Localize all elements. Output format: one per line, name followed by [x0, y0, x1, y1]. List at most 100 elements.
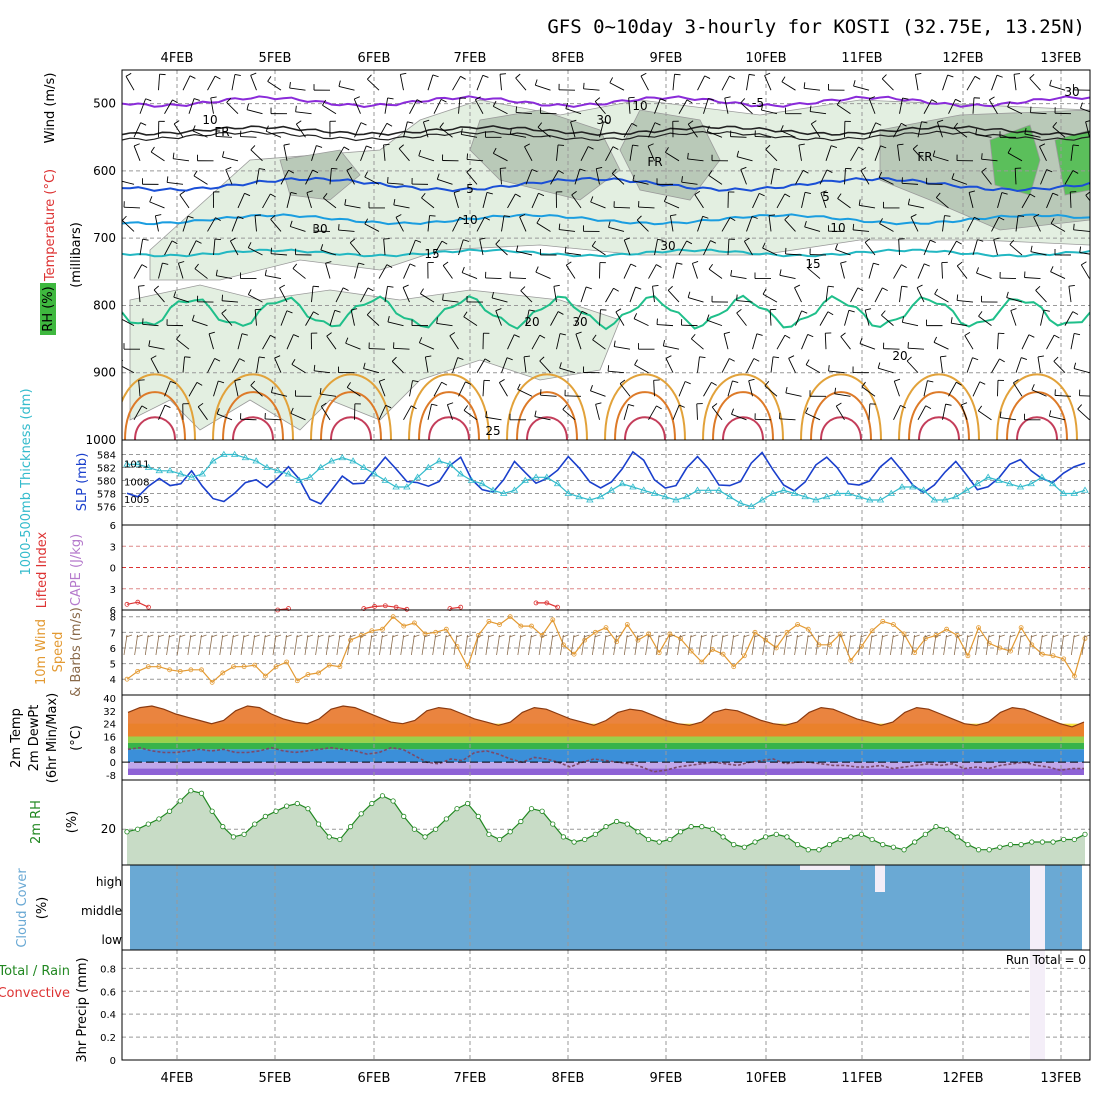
wind-barb-feather — [1013, 379, 1019, 384]
wind-barb-feather — [879, 218, 883, 224]
wind-barb-feather — [216, 408, 220, 415]
wind10-point — [380, 626, 385, 632]
wind10-barb — [453, 634, 458, 656]
wind-barb-feather — [706, 314, 710, 321]
wind-barb-feather — [595, 402, 602, 405]
wind10-barb-feather — [445, 634, 452, 638]
wind10-barb — [198, 634, 202, 656]
wind-barb-feather — [412, 380, 419, 383]
wind-barb — [550, 311, 559, 326]
contour-label: 15 — [424, 247, 439, 261]
date-label-bottom: 13FEB — [1040, 1071, 1081, 1086]
wind-barb — [893, 264, 902, 279]
wind10-point — [411, 620, 417, 626]
wind-barb — [167, 181, 184, 185]
wind10-point — [656, 650, 662, 656]
wind-barb — [320, 393, 337, 397]
wind-barb — [536, 222, 551, 232]
wind10-barb-feather — [125, 634, 133, 638]
date-label-bottom: 5FEB — [259, 1071, 292, 1086]
thickness-point — [704, 486, 712, 493]
contour-arch — [820, 416, 862, 440]
wind-barb — [795, 170, 804, 185]
wind-barb-feather — [826, 169, 833, 173]
wind10-point — [262, 673, 268, 679]
thickness-point — [596, 492, 605, 500]
wind-barb-feather — [656, 405, 662, 410]
wind-barb — [591, 245, 606, 256]
wind-barb-feather — [442, 261, 449, 266]
wind-barb — [1033, 216, 1041, 232]
wind-barb — [697, 216, 704, 232]
wind-barb-feather — [289, 220, 293, 227]
wind-barb — [133, 405, 143, 421]
panel-frames — [121, 69, 1091, 1061]
wind-barb-feather — [326, 332, 332, 337]
rh2m-point — [433, 826, 439, 832]
wind10-barb — [996, 634, 1001, 656]
wind-barb-feather — [1043, 309, 1050, 312]
wind10-barb — [804, 634, 809, 656]
wind10-barb — [176, 634, 181, 656]
wind10-barb-feather — [285, 634, 292, 638]
wind-barb-feather — [342, 287, 349, 291]
wind-barb — [844, 168, 846, 185]
wind-barb — [553, 286, 557, 303]
rh2m-point — [890, 844, 897, 850]
rh2m-point — [550, 821, 556, 827]
wind-barb — [672, 404, 680, 420]
wind-barb — [442, 299, 459, 303]
wind-barb-feather — [279, 284, 286, 289]
wind-barb — [1073, 229, 1090, 232]
wind-barb — [122, 180, 135, 185]
date-label-top: 5FEB — [259, 51, 292, 66]
wind-barb-feather — [765, 144, 771, 150]
rh2m-point — [379, 793, 386, 799]
wind-barb-feather — [538, 192, 545, 197]
wind-barb — [923, 380, 928, 397]
wind-barb — [594, 101, 606, 115]
date-label-top: 10FEB — [745, 51, 786, 66]
wind-barb-feather — [415, 239, 422, 243]
wind-barb — [523, 356, 527, 373]
wind-barb — [148, 345, 165, 350]
wind-barb — [535, 271, 551, 279]
wind-barb-feather — [1029, 193, 1036, 198]
y-tick-label-slp: 1011 — [124, 460, 149, 471]
wind-barb — [721, 217, 731, 232]
wind10-point — [603, 625, 609, 631]
wind-barb — [422, 121, 429, 138]
wind-barb — [647, 145, 655, 161]
thickness-point — [876, 496, 885, 503]
rh2m-point — [1018, 841, 1024, 848]
wind-barb — [611, 173, 625, 185]
wind-barb-feather — [662, 339, 666, 347]
wind-barb-feather — [463, 239, 470, 242]
wind10-point — [220, 670, 226, 676]
wind-barb-feather — [557, 144, 565, 146]
rh2m-point — [1061, 836, 1067, 843]
rh2m-point — [262, 813, 268, 819]
wind-barb — [188, 240, 197, 256]
wind-barb-feather — [193, 98, 200, 101]
wind-barb — [731, 413, 747, 421]
wind-barb — [785, 392, 802, 397]
wind-barb — [805, 412, 821, 421]
wind10-barb-feather — [391, 634, 399, 638]
wind-barb-feather — [1072, 144, 1079, 147]
wind-barb-feather — [184, 356, 191, 358]
wind10-barb-feather — [498, 634, 505, 638]
upper-mb-label: (millibars) — [69, 222, 84, 288]
wind-barb — [678, 381, 686, 397]
wind-barb — [250, 75, 257, 91]
wind10-barb — [272, 634, 277, 656]
wind-barb-feather — [780, 125, 784, 132]
thickness-point — [661, 492, 669, 500]
wind-barb-feather — [534, 410, 537, 417]
wind-barb — [173, 123, 184, 138]
wind-barb — [350, 309, 355, 326]
wind-barb-feather — [756, 333, 763, 336]
wind-barb-feather — [972, 357, 979, 361]
wind-barb — [524, 146, 533, 162]
